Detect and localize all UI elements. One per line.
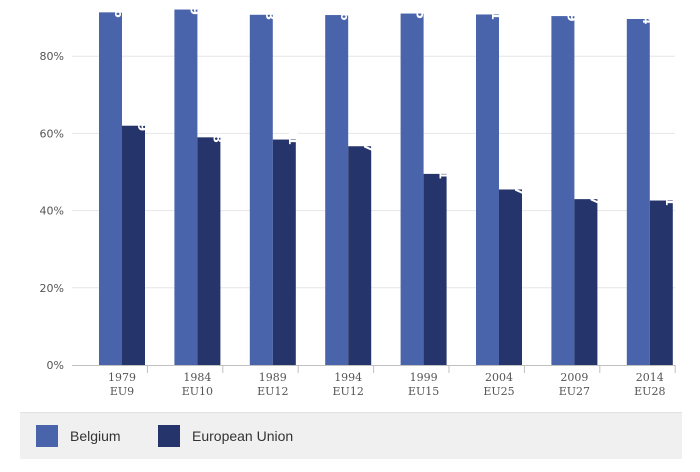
bar-belgium — [476, 14, 499, 366]
x-tick-label-year: 1984 — [183, 371, 211, 384]
data-label: 90.81 — [489, 0, 503, 20]
data-label: 58.98 — [210, 103, 224, 143]
x-tick-label-eu: EU15 — [408, 385, 439, 398]
legend: Belgium European Union — [20, 412, 682, 459]
bar-european-union — [122, 125, 145, 365]
bar-belgium — [249, 14, 273, 366]
bar-belgium — [400, 13, 424, 366]
data-label: 42.97 — [587, 165, 601, 205]
legend-item-european-union[interactable]: European Union — [158, 425, 293, 447]
bar-belgium — [99, 12, 122, 365]
bar-european-union — [423, 173, 447, 365]
legend-item-belgium[interactable]: Belgium — [36, 425, 121, 447]
data-label: 92.09 — [187, 0, 201, 16]
bar-belgium — [174, 9, 198, 366]
legend-swatch-belgium — [36, 425, 58, 447]
y-tick-label: 80% — [40, 50, 64, 63]
x-tick-label-year: 2009 — [560, 371, 588, 384]
bar-european-union — [574, 199, 598, 365]
x-tick-label-eu: EU25 — [483, 385, 514, 398]
data-label: 58.41 — [286, 105, 300, 145]
bar-belgium — [325, 15, 349, 366]
x-tick-label-year: 1989 — [259, 371, 287, 384]
data-label: 90.73 — [263, 0, 277, 21]
y-tick-label: 20% — [40, 282, 64, 295]
data-label: 49.51 — [437, 139, 451, 179]
x-tick-label-eu: EU10 — [182, 385, 213, 398]
data-label: 61.99 — [135, 91, 149, 131]
data-label: 91.36 — [112, 0, 126, 18]
x-tick-label-year: 1994 — [334, 371, 362, 384]
data-label: 90.66 — [338, 0, 352, 21]
data-label: 90.39 — [564, 0, 578, 22]
bar-european-union — [197, 137, 221, 365]
bar-european-union — [348, 146, 372, 365]
x-tick-label-year: 2014 — [636, 371, 664, 384]
x-tick-label-eu: EU27 — [559, 385, 590, 398]
bar-chart: 0% 20% 40% 60% 80% 91.36 61.99 92.09 58.98 90.73… — [39, 0, 677, 398]
legend-swatch-european-union — [158, 425, 180, 447]
x-tick-label-year: 2004 — [485, 371, 513, 384]
bar-european-union — [499, 189, 522, 365]
x-tick-label-eu: EU28 — [634, 385, 665, 398]
bars: 91.36 61.99 92.09 58.98 90.73 58.41 90.66 56.67… — [99, 0, 677, 366]
x-tick-label-eu: EU12 — [257, 385, 288, 398]
data-label: 45.47 — [512, 155, 526, 195]
y-tick-label: 0% — [47, 359, 64, 372]
x-axis: 1979EU91984EU101989EU121994EU121999EU152… — [72, 365, 676, 398]
x-tick-label-year: 1999 — [410, 371, 438, 384]
x-tick-label-year: 1979 — [108, 371, 136, 384]
bar-belgium — [626, 18, 650, 366]
data-label: 89.64 — [640, 0, 654, 25]
x-tick-label-eu: EU12 — [333, 385, 364, 398]
data-label: 42.61 — [663, 166, 677, 206]
y-tick-label: 40% — [40, 205, 64, 218]
y-axis: 0% 20% 40% 60% 80% — [40, 50, 64, 372]
x-tick-label-eu: EU9 — [110, 385, 134, 398]
legend-label-belgium: Belgium — [70, 428, 121, 444]
legend-label-european-union: European Union — [192, 428, 294, 444]
bar-belgium — [551, 16, 575, 365]
bar-european-union — [649, 200, 673, 365]
y-tick-label: 60% — [40, 127, 64, 140]
data-label: 56.67 — [361, 112, 375, 152]
bar-european-union — [272, 139, 296, 365]
data-label: 91.05 — [414, 0, 428, 20]
